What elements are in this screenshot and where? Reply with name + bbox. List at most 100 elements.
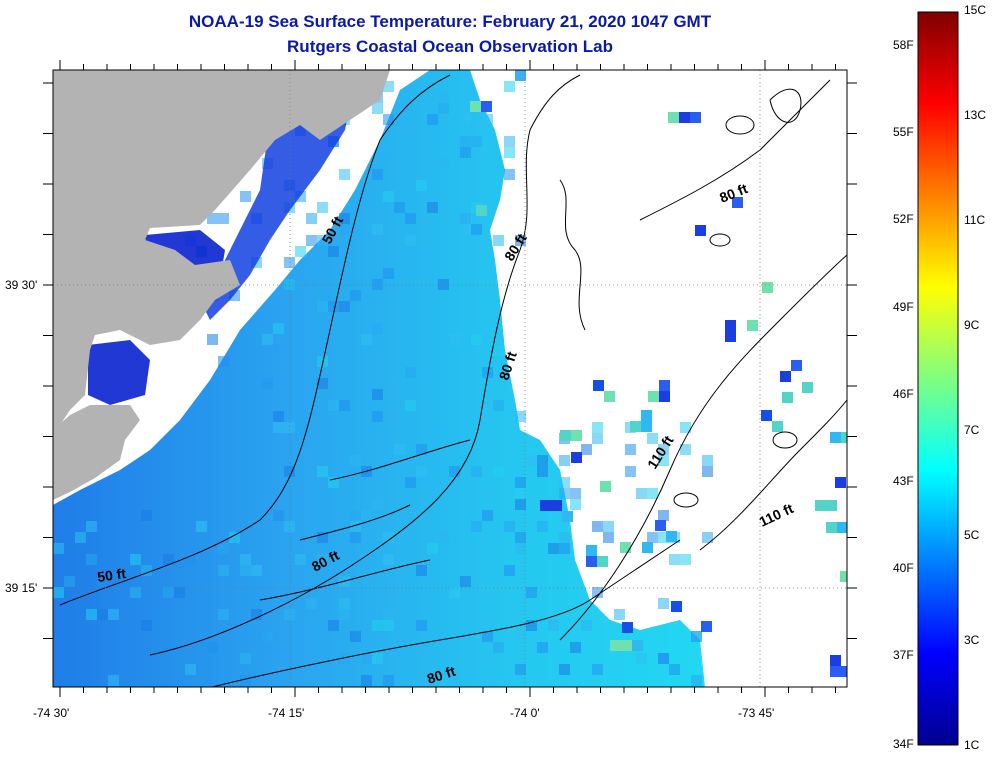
sst-pixel [383, 81, 394, 92]
contour-shoal-3 [772, 431, 798, 449]
sst-pixel [592, 433, 603, 444]
colorbar-f-label: 58F [893, 38, 914, 52]
cold-inlet-band [88, 340, 150, 405]
anomaly-pixel [668, 112, 679, 123]
sst-pixel [427, 114, 438, 125]
sst-pixel [383, 114, 394, 125]
sst-pixel [306, 235, 317, 246]
sst-pixel [515, 664, 526, 675]
graticule [53, 70, 847, 687]
sst-pixel [328, 246, 339, 257]
sst-pixel [537, 642, 548, 653]
sst-pixel [427, 543, 438, 554]
sst-pixel [460, 576, 471, 587]
sst-pixel [383, 147, 394, 158]
sst-pixel [669, 664, 680, 675]
anomaly-pixel [622, 622, 633, 633]
sst-pixel [64, 576, 75, 587]
sst-pixel [350, 510, 361, 521]
sst-pixel [515, 488, 526, 499]
sst-pixel [449, 466, 460, 477]
sst-pixel [702, 466, 713, 477]
sst-pixel [262, 378, 273, 389]
sst-pixel [658, 510, 669, 521]
anomaly-pixel [621, 640, 632, 651]
anomaly-pixel [679, 112, 690, 123]
sst-pixel [482, 631, 493, 642]
sst-pixel [394, 202, 405, 213]
sst-pixel [636, 488, 647, 499]
anomaly-pixel [630, 421, 641, 432]
sst-pixel [372, 224, 383, 235]
anomaly-pixel [659, 391, 670, 402]
colorbar-f-label: 49F [893, 300, 914, 314]
sst-pixel [603, 532, 614, 543]
y-tick-label: 39 15' [5, 581, 38, 595]
anomaly-pixel [725, 331, 736, 342]
sst-pixel [625, 466, 636, 477]
sst-pixel [284, 422, 295, 433]
contour-coast-scribble [559, 179, 586, 331]
sst-pixel [460, 213, 471, 224]
contour-80ft-inner [210, 539, 681, 687]
sst-pixel [306, 554, 317, 565]
sst-pixel [515, 477, 526, 488]
x-tick-label: -74 30' [33, 706, 70, 720]
anomaly-pixel [641, 410, 652, 421]
sst-pixel [372, 103, 383, 114]
sst-pixel [295, 191, 306, 202]
anomaly-pixel [632, 640, 643, 651]
sst-pixel [372, 411, 383, 422]
sst-pixel [416, 642, 427, 653]
sst-pixel [262, 334, 273, 345]
sst-pixel [460, 224, 471, 235]
sst-pixel [658, 444, 669, 455]
sst-pixel [306, 598, 317, 609]
sst-pixel [680, 422, 691, 433]
anomaly-pixel [641, 421, 652, 432]
colorbar-f-label: 34F [893, 737, 914, 751]
sst-pixel [570, 642, 581, 653]
colorbar-gradient [917, 11, 959, 746]
sst-pixel [504, 136, 515, 147]
sst-pixel [350, 290, 361, 301]
sst-pixel [273, 510, 284, 521]
sst-pixel [130, 554, 141, 565]
sst-pixel [548, 543, 559, 554]
sst-pixel [218, 565, 229, 576]
colorbar-f-label: 52F [893, 212, 914, 226]
sst-pixel [416, 180, 427, 191]
sst-pixel [515, 411, 526, 422]
sst-pixel [493, 345, 504, 356]
sst-pixel [691, 675, 702, 686]
sst-pixel [383, 609, 394, 620]
sst-pixel [537, 521, 548, 532]
sst-pixel [592, 422, 603, 433]
sst-pixel [339, 653, 350, 664]
sst-pixel [405, 290, 416, 301]
sst-pixel [383, 620, 394, 631]
sst-pixel [163, 587, 174, 598]
colorbar-c-label: 5C [964, 528, 980, 542]
anomaly-pixel [826, 500, 837, 511]
sst-pixel [548, 620, 559, 631]
sst-pixel [471, 521, 482, 532]
sst-pixel [636, 653, 647, 664]
sst-pixel [317, 554, 328, 565]
sst-pixel [515, 235, 526, 246]
sst-pixel [504, 81, 515, 92]
sst-pixel [240, 554, 251, 565]
anomaly-pixel [747, 320, 758, 331]
contour-50ft [59, 74, 451, 606]
sst-pixel [592, 587, 603, 598]
anomaly-pixel [840, 571, 847, 582]
anomaly-pixel [830, 666, 841, 677]
anomaly-pixel [841, 666, 847, 677]
anomaly-pixel [551, 500, 562, 511]
sst-pixel [669, 554, 680, 565]
sst-pixel [559, 488, 570, 499]
sst-pixel [416, 444, 427, 455]
land-peninsula [53, 405, 140, 500]
sst-pixel [460, 147, 471, 158]
sst-pixel [306, 213, 317, 224]
